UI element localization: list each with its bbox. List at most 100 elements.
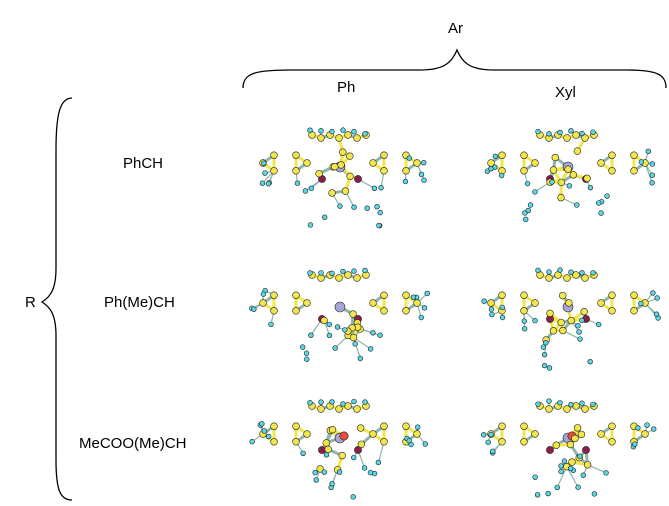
carbon-atom xyxy=(346,153,353,160)
hydrogen-atom xyxy=(341,128,346,133)
hydrogen-atom xyxy=(352,399,357,404)
molecule-phmech-xyl xyxy=(468,265,668,375)
hydrogen-atom xyxy=(407,156,412,161)
carbon-atom xyxy=(271,152,278,159)
hydrogen-atom xyxy=(327,322,332,327)
carbon-atom xyxy=(574,424,581,431)
carbon-atom xyxy=(316,170,323,177)
hydrogen-atom xyxy=(378,210,383,215)
carbon-atom xyxy=(336,406,343,413)
hydrogen-atom xyxy=(352,129,357,134)
hydrogen-atom xyxy=(558,268,563,273)
hydrogen-atom xyxy=(650,180,655,185)
phosphorus-atom xyxy=(582,446,589,453)
carbon-atom xyxy=(321,317,328,324)
hydrogen-atom xyxy=(363,400,368,405)
hydrogen-atom xyxy=(259,421,264,426)
hydrogen-atom xyxy=(646,149,651,154)
carbon-atom xyxy=(521,438,528,445)
hydrogen-atom xyxy=(353,341,358,346)
carbon-atom xyxy=(271,292,278,299)
hydrogen-atom xyxy=(588,185,593,190)
carbon-atom xyxy=(318,275,325,282)
carbon-atom xyxy=(318,135,325,142)
hydrogen-atom xyxy=(324,452,329,457)
carbon-atom xyxy=(271,167,278,174)
carbon-atom xyxy=(631,152,638,159)
hydrogen-atom xyxy=(261,292,266,297)
hydrogen-atom xyxy=(576,323,581,328)
carbon-atom xyxy=(381,423,388,430)
carbon-atom xyxy=(499,292,506,299)
hydrogen-atom xyxy=(338,204,343,209)
carbon-atom xyxy=(609,307,616,314)
hydrogen-atom xyxy=(368,470,373,475)
hydrogen-atom xyxy=(301,451,306,456)
carbon-atom xyxy=(293,423,300,430)
hydrogen-atom xyxy=(422,305,427,310)
hydrogen-atom xyxy=(580,401,585,406)
column-brace xyxy=(243,50,666,88)
hydrogen-atom xyxy=(578,337,583,342)
hydrogen-atom xyxy=(579,318,584,323)
carbon-atom xyxy=(403,292,410,299)
carbon-atom xyxy=(414,300,421,307)
carbon-atom xyxy=(521,167,528,174)
carbon-atom xyxy=(293,292,300,299)
hydrogen-atom xyxy=(330,129,335,134)
carbon-atom xyxy=(403,423,410,430)
carbon-atom xyxy=(574,148,581,155)
carbon-atom xyxy=(304,431,311,438)
carbon-atom xyxy=(381,307,388,314)
hydrogen-atom xyxy=(489,307,494,312)
hydrogen-atom xyxy=(654,312,659,317)
hydrogen-atom xyxy=(319,271,324,276)
hydrogen-atom xyxy=(330,400,335,405)
carbon-atom xyxy=(609,292,616,299)
hydrogen-atom xyxy=(490,449,495,454)
carbon-atom xyxy=(552,154,559,161)
carbon-atom xyxy=(582,406,589,413)
hydrogen-atom xyxy=(251,307,256,312)
column-label-xyl: Xyl xyxy=(555,84,576,101)
carbon-atom xyxy=(347,173,354,180)
hydrogen-atom xyxy=(308,271,313,276)
carbon-atom xyxy=(565,300,572,307)
hydrogen-atom xyxy=(322,215,327,220)
carbon-atom xyxy=(631,307,638,314)
carbon-atom xyxy=(609,438,616,445)
carbon-atom xyxy=(598,160,605,167)
carbon-atom xyxy=(350,334,357,341)
hydrogen-atom xyxy=(362,465,367,470)
carbon-atom xyxy=(642,431,649,438)
metal-atom xyxy=(335,302,345,312)
hydrogen-atom xyxy=(342,327,347,332)
carbon-atom xyxy=(381,152,388,159)
hydrogen-atom xyxy=(368,346,373,351)
carbon-atom xyxy=(329,190,336,197)
hydrogen-atom xyxy=(304,351,309,356)
hydrogen-atom xyxy=(482,299,487,304)
carbon-atom xyxy=(598,431,605,438)
hydrogen-atom xyxy=(596,201,601,206)
hydrogen-atom xyxy=(605,194,610,199)
carbon-atom xyxy=(532,160,539,167)
carbon-atom xyxy=(550,167,557,174)
carbon-atom xyxy=(331,163,338,170)
hydrogen-atom xyxy=(547,399,552,404)
molecule-phmech-ph xyxy=(240,265,440,375)
carbon-atom xyxy=(339,149,346,156)
carbon-atom xyxy=(414,431,421,438)
carbon-atom xyxy=(370,160,377,167)
carbon-atom xyxy=(567,441,574,448)
hydrogen-atom xyxy=(481,432,486,437)
hydrogen-atom xyxy=(489,432,494,437)
hydrogen-atom xyxy=(547,270,552,275)
hydrogen-atom xyxy=(604,470,609,475)
carbon-atom xyxy=(325,446,332,453)
carbon-atom xyxy=(521,292,528,299)
hydrogen-atom xyxy=(425,291,430,296)
hydrogen-atom xyxy=(542,352,547,357)
carbon-atom xyxy=(336,135,343,142)
hydrogen-atom xyxy=(330,481,335,486)
